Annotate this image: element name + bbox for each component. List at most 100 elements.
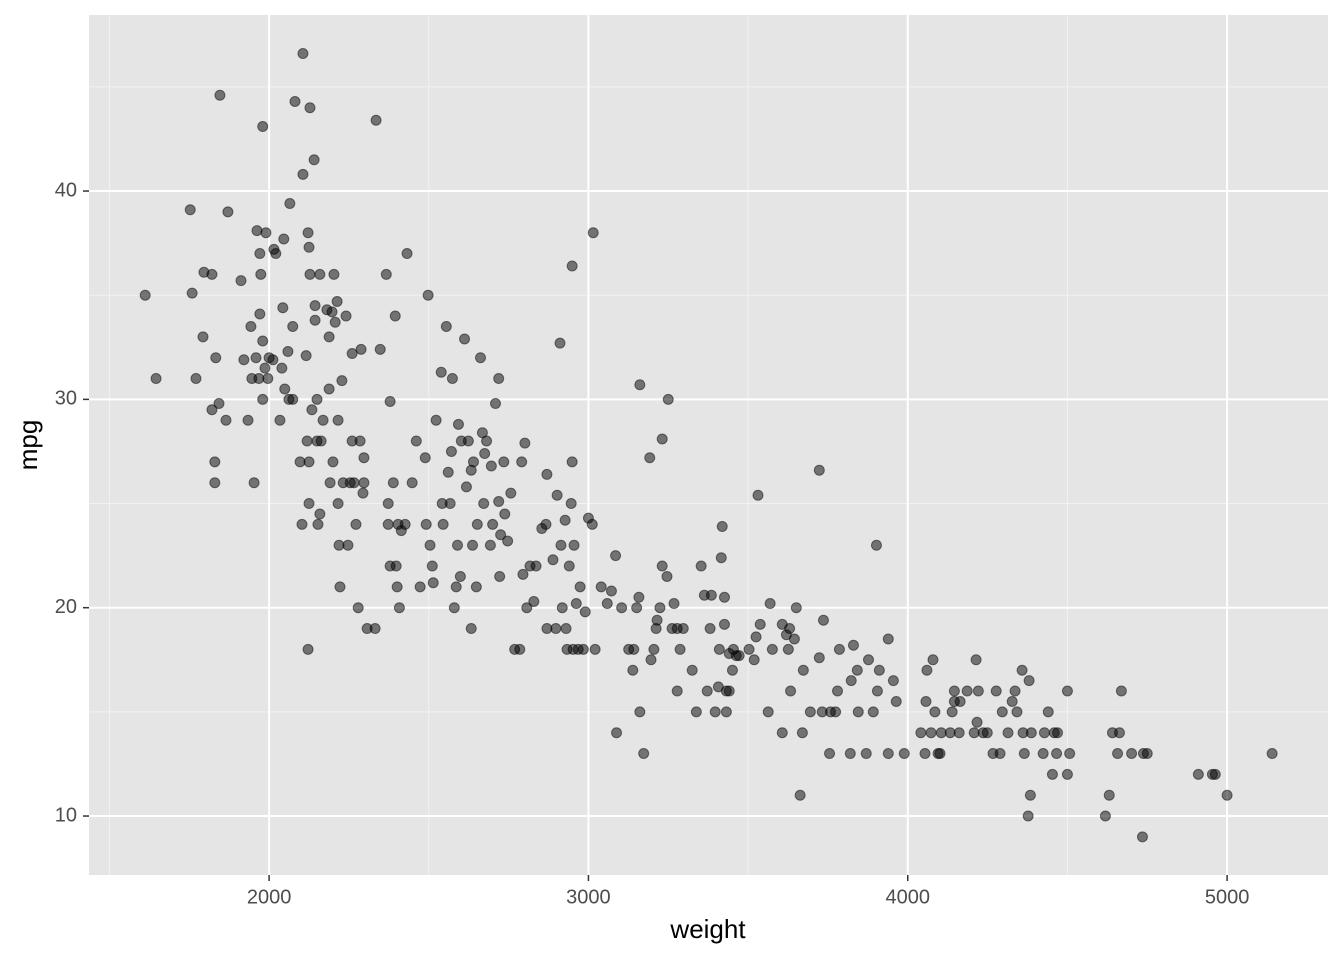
point <box>709 706 721 718</box>
point <box>242 414 254 426</box>
point <box>374 343 386 355</box>
point <box>410 435 422 447</box>
point <box>452 539 464 551</box>
point <box>238 354 250 366</box>
point <box>782 643 794 655</box>
point <box>493 495 505 507</box>
point <box>380 268 392 280</box>
x-tick-label: 5000 <box>1205 886 1250 908</box>
point <box>824 748 836 760</box>
point <box>867 706 879 718</box>
point <box>312 518 324 530</box>
point <box>306 404 318 416</box>
point <box>668 598 680 610</box>
point <box>589 643 601 655</box>
point <box>953 727 965 739</box>
point <box>414 581 426 593</box>
point <box>574 581 586 593</box>
point <box>661 570 673 582</box>
point <box>898 748 910 760</box>
point <box>833 643 845 655</box>
point <box>297 168 309 180</box>
point <box>446 373 458 385</box>
point <box>302 643 314 655</box>
point <box>994 748 1006 760</box>
point <box>485 460 497 472</box>
point <box>915 727 927 739</box>
point <box>870 539 882 551</box>
point <box>311 393 323 405</box>
point <box>695 560 707 572</box>
point <box>797 664 809 676</box>
point <box>1209 768 1221 780</box>
point <box>303 498 315 510</box>
point <box>517 568 529 580</box>
point <box>540 518 552 530</box>
point <box>1023 675 1035 687</box>
point <box>972 685 984 697</box>
point <box>568 539 580 551</box>
point <box>352 602 364 614</box>
point <box>521 602 533 614</box>
point <box>813 652 825 664</box>
point <box>454 570 466 582</box>
point <box>716 520 728 532</box>
point <box>845 675 857 687</box>
point <box>389 310 401 322</box>
point <box>419 452 431 464</box>
point <box>430 414 442 426</box>
point <box>605 585 617 597</box>
point <box>308 154 320 166</box>
point <box>401 248 413 260</box>
point <box>384 395 396 407</box>
point <box>1221 789 1233 801</box>
point <box>399 518 411 530</box>
point <box>1051 748 1063 760</box>
point <box>340 310 352 322</box>
point <box>882 748 894 760</box>
point <box>278 233 290 245</box>
point <box>776 727 788 739</box>
point <box>467 539 479 551</box>
point <box>209 477 221 489</box>
point <box>267 354 279 366</box>
point <box>631 602 643 614</box>
point <box>334 581 346 593</box>
point <box>358 477 370 489</box>
point <box>981 727 993 739</box>
point <box>954 695 966 707</box>
point <box>304 102 316 114</box>
point <box>627 664 639 676</box>
point <box>274 414 286 426</box>
point <box>1018 748 1030 760</box>
point <box>393 602 405 614</box>
point <box>314 508 326 520</box>
y-axis-title: mpg <box>13 420 43 471</box>
point <box>494 570 506 582</box>
point <box>704 623 716 635</box>
point <box>326 306 338 318</box>
point <box>671 685 683 697</box>
point <box>460 481 472 493</box>
point <box>284 198 296 210</box>
point <box>435 366 447 378</box>
point <box>656 560 668 572</box>
point <box>628 643 640 655</box>
point <box>748 654 760 666</box>
point <box>250 352 262 364</box>
point <box>754 618 766 630</box>
point <box>251 225 263 237</box>
point <box>528 595 540 607</box>
point <box>1002 727 1014 739</box>
point <box>332 414 344 426</box>
point <box>971 716 983 728</box>
point <box>586 518 598 530</box>
point <box>890 695 902 707</box>
point <box>422 289 434 301</box>
point <box>996 706 1008 718</box>
point <box>462 435 474 447</box>
point <box>1006 695 1018 707</box>
point <box>277 302 289 314</box>
point <box>611 727 623 739</box>
